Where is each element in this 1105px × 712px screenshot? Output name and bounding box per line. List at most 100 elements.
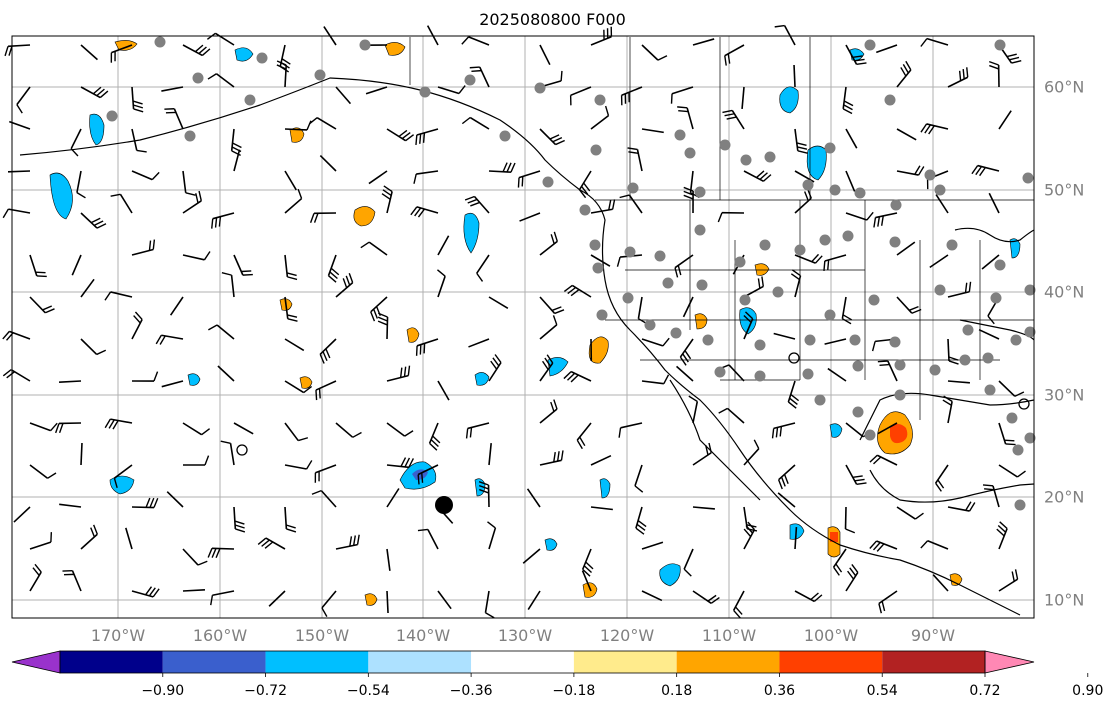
wind-barb <box>182 588 206 592</box>
station-dot <box>184 130 196 142</box>
station-dot <box>894 389 906 401</box>
wind-barb <box>590 506 613 511</box>
wind-barb <box>410 206 439 218</box>
wind-barb <box>988 60 1000 88</box>
wind-barb <box>832 548 847 576</box>
wind-barb <box>386 365 411 382</box>
positive-contour <box>949 573 963 586</box>
wind-barb <box>461 36 490 46</box>
longitude-label: 90°W <box>910 626 956 645</box>
wind-barb <box>80 442 83 466</box>
latitude-label: 20°N <box>1044 487 1085 507</box>
wind-barb <box>539 354 554 382</box>
wind-barb <box>377 312 389 340</box>
wind-barb <box>437 590 452 610</box>
station-dot <box>934 184 946 196</box>
wind-barb <box>437 269 446 298</box>
negative-contour <box>659 563 681 587</box>
wind-barb <box>131 497 159 509</box>
station-dot <box>106 110 118 122</box>
positive-contour <box>299 376 313 389</box>
wind-barb <box>284 188 303 214</box>
wind-barb <box>182 170 196 196</box>
wind-barb <box>824 338 847 345</box>
wind-barb <box>620 86 643 106</box>
wind-barb <box>7 170 31 173</box>
wind-barb <box>437 235 450 256</box>
wind-barb <box>998 422 1016 446</box>
wind-barb <box>2 368 31 382</box>
wind-barb <box>682 296 694 318</box>
positive-contour <box>289 127 305 143</box>
wind-barb <box>724 44 745 66</box>
wind-barb <box>679 338 694 366</box>
wind-barb <box>437 380 450 401</box>
negative-contour <box>89 113 105 146</box>
wind-barb <box>563 370 592 383</box>
wind-barb <box>539 44 551 66</box>
graticule <box>12 36 1034 618</box>
wind-barb <box>998 464 1026 478</box>
wind-barb <box>2 330 31 341</box>
wind-barb <box>488 354 502 382</box>
wind-barb <box>182 548 208 566</box>
wind-barb <box>284 296 298 322</box>
wind-barb <box>947 338 959 365</box>
wind-barb <box>692 506 715 510</box>
station-dot <box>829 184 841 196</box>
longitude-label: 100°W <box>803 626 859 645</box>
colorbar-tick-label: −0.18 <box>552 683 596 699</box>
negative-contour <box>739 307 757 335</box>
station-dot <box>852 406 864 418</box>
wind-barb <box>327 254 340 283</box>
station-dot <box>674 129 686 141</box>
station-dot <box>644 319 656 331</box>
wind-barb <box>478 481 490 508</box>
wind-barb <box>971 164 1000 177</box>
wind-barb <box>415 338 439 356</box>
strong-positive-contour <box>890 424 908 444</box>
station-dot <box>929 364 941 376</box>
station-dot <box>982 352 994 364</box>
station-dot <box>192 72 204 84</box>
wind-barb <box>641 590 663 602</box>
colorbar-bin <box>60 651 163 673</box>
station-dot <box>990 292 1002 304</box>
wind-barb <box>578 170 592 199</box>
station-dot <box>696 279 708 291</box>
wind-barb <box>590 454 612 466</box>
wind-barb <box>386 590 389 614</box>
colorbar-bin <box>471 651 574 673</box>
wind-barb <box>877 422 898 435</box>
wind-barb <box>590 105 610 130</box>
wind-barb <box>527 590 541 611</box>
station-dot <box>740 154 752 166</box>
wind-barb <box>104 291 133 301</box>
wind-barb <box>896 296 922 314</box>
positive-contour <box>364 593 378 606</box>
colorbar-tick-label: 0.36 <box>763 683 796 699</box>
wind-barb <box>29 422 58 432</box>
wind-barb <box>743 506 758 532</box>
wind-barb <box>947 281 972 298</box>
wind-barb <box>182 251 211 261</box>
station-dot <box>592 262 604 274</box>
wind-barb <box>80 338 107 356</box>
wind-barb <box>125 527 133 550</box>
wind-barb <box>674 254 694 278</box>
positive-contour <box>406 327 420 343</box>
wind-barb <box>743 170 772 182</box>
station-dot <box>419 86 431 98</box>
negative-contour <box>544 538 558 551</box>
wind-barb <box>217 365 235 382</box>
station-dot <box>244 94 256 106</box>
negative-contour <box>463 212 480 254</box>
wind-barb <box>131 128 147 153</box>
wind-barb <box>9 120 31 130</box>
wind-barb <box>207 547 235 559</box>
wind-barb <box>929 254 949 269</box>
wind-barb <box>210 590 235 606</box>
station-dot <box>694 186 706 198</box>
wind-barb <box>164 108 184 130</box>
